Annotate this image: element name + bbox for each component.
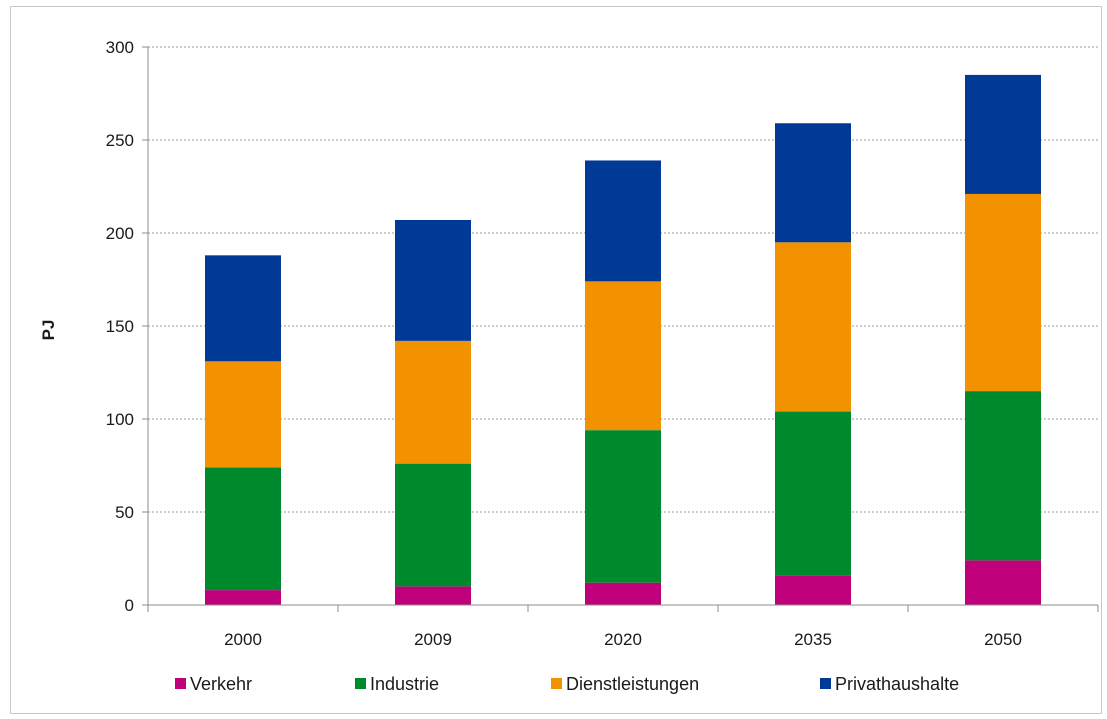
bar-industrie-2009: [395, 463, 471, 587]
legend-swatch-industrie: [355, 678, 366, 689]
bar-industrie-2000: [205, 467, 281, 591]
x-tick-label: 2020: [604, 630, 642, 649]
bar-verkehr-2050: [965, 560, 1041, 605]
y-tick-label: 100: [106, 410, 134, 429]
chart-frame: [10, 6, 1102, 714]
bars: [205, 74, 1041, 605]
bar-dienstleistungen-2020: [585, 281, 661, 431]
x-tick-label: 2035: [794, 630, 832, 649]
bar-privathaushalte-2000: [205, 255, 281, 362]
legend-label-verkehr: Verkehr: [190, 674, 252, 694]
y-axis-ticks: 0 50 100 150 200 250 300: [106, 38, 148, 615]
x-tick-label: 2009: [414, 630, 452, 649]
bar-dienstleistungen-2009: [395, 340, 471, 464]
bar-verkehr-2009: [395, 586, 471, 605]
bar-verkehr-2000: [205, 590, 281, 605]
bar-verkehr-2035: [775, 575, 851, 605]
y-tick-label: 200: [106, 224, 134, 243]
legend-label-industrie: Industrie: [370, 674, 439, 694]
y-tick-label: 300: [106, 38, 134, 57]
bar-privathaushalte-2035: [775, 123, 851, 243]
bar-verkehr-2020: [585, 582, 661, 605]
bar-privathaushalte-2009: [395, 219, 471, 341]
legend-swatch-privathaushalte: [820, 678, 831, 689]
legend-label-privathaushalte: Privathaushalte: [835, 674, 959, 694]
bar-privathaushalte-2050: [965, 74, 1041, 194]
x-axis: 2000 2009 2020 2035 2050: [147, 47, 1099, 649]
bar-dienstleistungen-2000: [205, 361, 281, 468]
bar-privathaushalte-2020: [585, 160, 661, 282]
y-tick-label: 250: [106, 131, 134, 150]
y-tick-label: 150: [106, 317, 134, 336]
y-axis-label: PJ: [39, 320, 58, 341]
x-tick-label: 2000: [224, 630, 262, 649]
bar-industrie-2035: [775, 411, 851, 576]
legend-label-dienstleistungen: Dienstleistungen: [566, 674, 699, 694]
legend-swatch-verkehr: [175, 678, 186, 689]
x-tick-label: 2050: [984, 630, 1022, 649]
legend: Verkehr Industrie Dienstleistungen Privatha…: [175, 674, 959, 694]
bar-dienstleistungen-2050: [965, 193, 1041, 392]
y-tick-label: 0: [125, 596, 134, 615]
legend-swatch-dienstleistungen: [551, 678, 562, 689]
bar-dienstleistungen-2035: [775, 242, 851, 412]
y-tick-label: 50: [115, 503, 134, 522]
bar-industrie-2020: [585, 430, 661, 583]
bar-industrie-2050: [965, 391, 1041, 561]
